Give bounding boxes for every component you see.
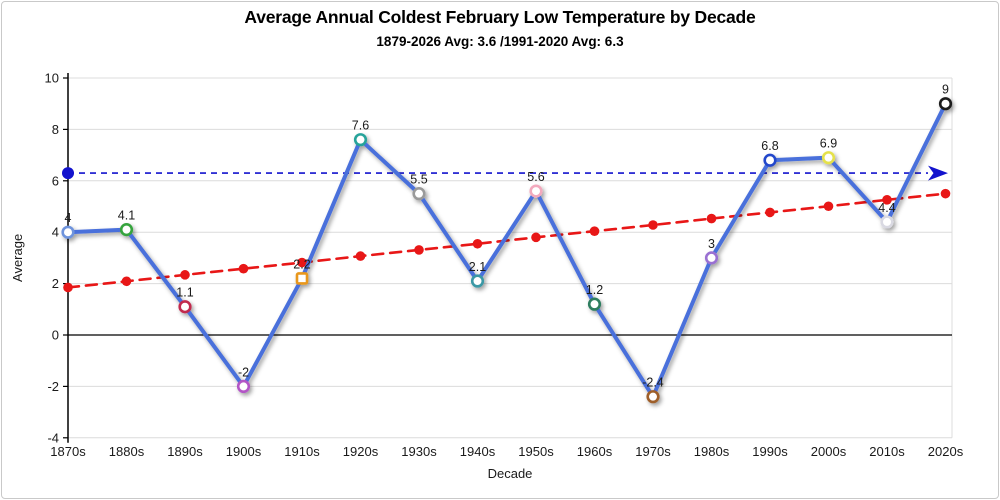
data-point (529, 184, 543, 198)
x-tick-label: 1920s (343, 444, 379, 459)
data-point (880, 215, 894, 229)
trend-point (121, 276, 132, 287)
trend-point (531, 232, 541, 243)
data-point (295, 272, 309, 285)
data-point-label: 4.1 (118, 209, 135, 223)
y-tick-label: -4 (47, 430, 59, 445)
data-point-label: 1.1 (176, 286, 193, 300)
y-tick-label: -2 (47, 379, 59, 394)
chart-subtitle: 1879-2026 Avg: 3.6 /1991-2020 Avg: 6.3 (376, 34, 624, 49)
data-point-label: 2.2 (293, 257, 310, 271)
trend-point (706, 213, 717, 224)
data-point-label: 1.2 (586, 283, 603, 297)
data-point (470, 274, 485, 288)
trend-line (66, 192, 947, 289)
x-tick-label: 1870s (50, 444, 86, 459)
series-group (61, 97, 953, 404)
data-point (236, 379, 251, 394)
trend-point (414, 245, 424, 255)
y-tick-label: 6 (52, 173, 59, 188)
x-tick-label: 1990s (752, 444, 788, 459)
series-line (66, 101, 948, 399)
x-axis-title: Decade (488, 466, 533, 481)
data-point-label: 5.5 (410, 173, 427, 187)
y-axis-title: Average (10, 234, 25, 282)
x-tick-label: 1950s (518, 444, 554, 459)
trend-point (823, 201, 834, 212)
data-point-label: 5.6 (527, 170, 544, 184)
x-tick-label: 1940s (460, 444, 496, 459)
x-tick-label: 1880s (109, 444, 145, 459)
data-point (763, 153, 777, 167)
data-point (412, 187, 426, 201)
data-point (704, 251, 719, 265)
trend-point (63, 282, 73, 293)
x-tick-label: 1960s (577, 444, 613, 459)
trend-point (940, 188, 951, 199)
x-tick-label: 1900s (226, 444, 262, 459)
data-point (587, 297, 602, 311)
x-tick-label: 1970s (635, 444, 671, 459)
data-point-label: 2.1 (469, 260, 486, 274)
x-tick-label: 1980s (694, 444, 730, 459)
x-tick-label: 2000s (811, 444, 847, 459)
trend-point (355, 251, 366, 261)
data-point-label: -2 (238, 365, 249, 379)
data-point (353, 133, 368, 147)
average-line-arrow-icon (928, 165, 948, 181)
trend-point (238, 263, 249, 274)
y-tick-label: 8 (52, 122, 59, 137)
trend-point (648, 220, 658, 230)
data-point (938, 97, 953, 111)
data-point-label: 3 (708, 237, 715, 251)
data-point-label: 4 (65, 211, 72, 225)
trend-point (589, 226, 600, 236)
x-tick-label: 2010s (869, 444, 905, 459)
trend-point (472, 238, 483, 249)
data-point-label: 4.4 (878, 201, 895, 215)
x-tick-label: 2020s (928, 444, 964, 459)
data-point-label: 6.9 (820, 137, 837, 151)
data-point (119, 223, 134, 237)
y-tick-label: 0 (52, 328, 59, 343)
y-tick-label: 2 (52, 276, 59, 291)
data-point (646, 390, 660, 404)
data-point (61, 225, 75, 239)
data-point-label: 9 (942, 83, 949, 97)
y-tick-label: 4 (52, 225, 59, 240)
data-point-label: 6.8 (761, 139, 778, 153)
trend-point (180, 270, 190, 280)
x-tick-label: 1930s (401, 444, 437, 459)
trend-point (765, 207, 775, 218)
data-point (821, 151, 836, 165)
average-line-start-dot (62, 167, 74, 180)
y-tick-label: 10 (45, 71, 59, 86)
trend-point (297, 257, 307, 268)
trend-point (882, 195, 892, 205)
data-point (178, 300, 192, 314)
data-point-label: 7.6 (352, 119, 369, 133)
chart-title: Average Annual Coldest February Low Temp… (244, 7, 756, 27)
x-tick-label: 1890s (167, 444, 203, 459)
x-tick-label: 1910s (284, 444, 320, 459)
data-point-label: -2.4 (642, 376, 664, 390)
